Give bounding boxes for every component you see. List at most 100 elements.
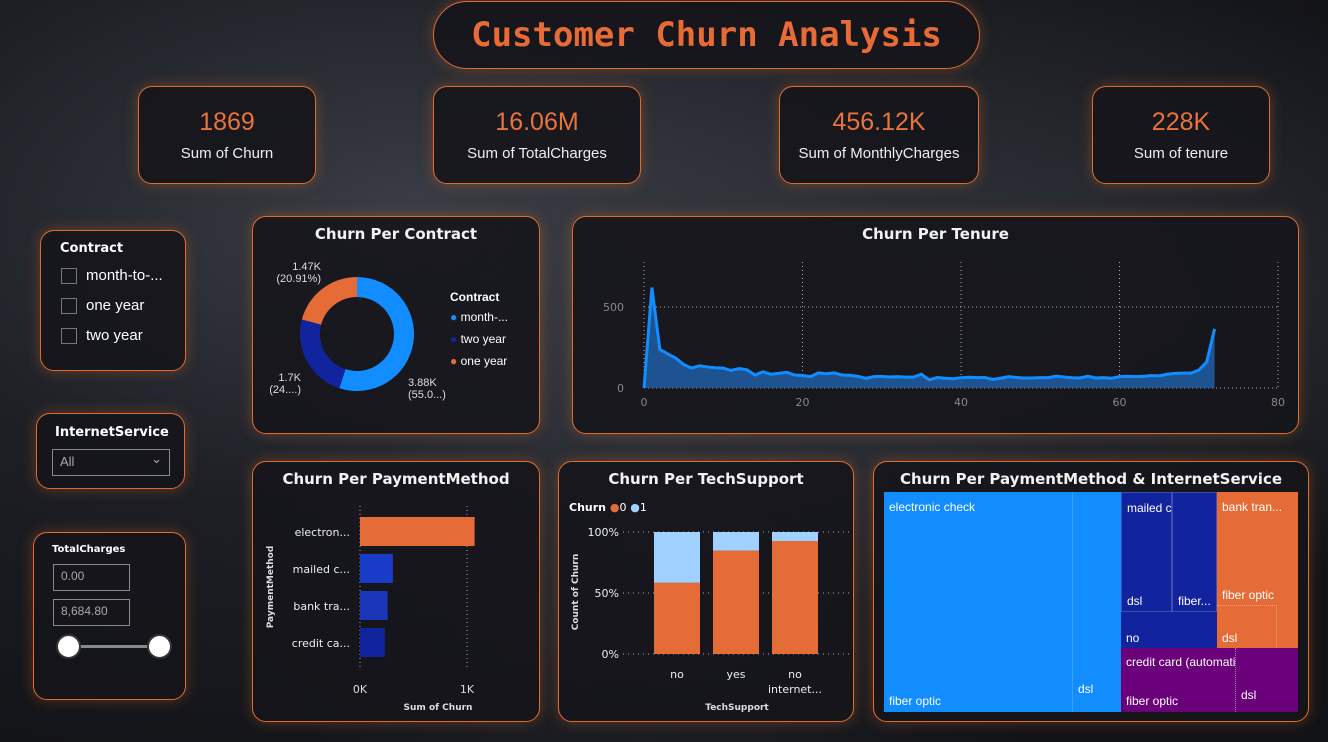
internetservice-dropdown[interactable]: All ⌄: [52, 449, 170, 476]
y-axis-title: PaymentMethod: [266, 546, 276, 629]
range-track: [69, 645, 159, 648]
label-two-year: 1.7K (24....): [269, 372, 301, 396]
treemap-cell[interactable]: credit card (automatic) fiber optic: [1121, 648, 1245, 712]
treemap-cell[interactable]: mailed check dsl: [1121, 492, 1197, 612]
slicer-title: InternetService: [55, 425, 169, 440]
treemap-cell[interactable]: [1277, 605, 1298, 648]
min-handle[interactable]: [56, 634, 81, 659]
legend: Churn ●0 ●1: [569, 501, 647, 514]
slicer-title: TotalCharges: [52, 544, 126, 555]
kpi-label: Sum of tenure: [1133, 145, 1229, 162]
donut-slice-one-year: [301, 277, 357, 325]
y-tick-label: mailed c...: [293, 563, 350, 576]
kpi-value: 16.06M: [495, 108, 579, 136]
donut-chart: [300, 277, 414, 391]
area-fill: [644, 287, 1215, 388]
x-tick-label: 80: [1271, 396, 1285, 409]
y-tick-label: 50%: [595, 587, 619, 600]
x-tick-label: yes: [726, 668, 745, 681]
chart-title: Churn Per Contract: [314, 225, 478, 243]
y-tick-label: bank tra...: [293, 600, 350, 613]
kpi-sum-totalcharges: 16.06M Sum of TotalCharges: [433, 86, 641, 184]
option-label: one year: [86, 297, 145, 314]
y-tick-label: 0%: [602, 648, 619, 661]
totalcharges-slicer: TotalCharges 0.00 8,684.80: [33, 532, 186, 700]
max-input[interactable]: 8,684.80: [53, 599, 130, 626]
x-tick-label: 0K: [353, 683, 368, 696]
y-tick-label: 100%: [588, 526, 619, 539]
y-tick-label: 0: [617, 382, 624, 395]
chart-title: Churn Per Tenure: [862, 225, 1009, 243]
bar-segment-0: [772, 541, 818, 654]
treemap-cell[interactable]: fiber...: [1172, 492, 1217, 612]
page-title: Customer Churn Analysis: [433, 1, 980, 69]
legend-item[interactable]: ● one year: [450, 354, 508, 368]
churn-per-paymentmethod-card: Churn Per PaymentMethod 0K 1K electron... m…: [252, 461, 540, 722]
x-tick-label: no: [788, 668, 802, 681]
kpi-sum-tenure: 228K Sum of tenure: [1092, 86, 1270, 184]
y-axis-title: Count of Churn: [571, 554, 581, 631]
chart-title: Churn Per TechSupport: [608, 470, 804, 488]
option-label: month-to-...: [86, 267, 163, 284]
min-input[interactable]: 0.00: [53, 564, 130, 591]
churn-per-contract-card: Churn Per Contract 1.47K (20.91%) 1.7K (24…: [252, 216, 540, 434]
y-tick-label: electron...: [295, 526, 350, 539]
bar-chart: 0K 1K electron... mailed c... bank tra... cre…: [266, 506, 475, 713]
bar-2: [360, 591, 388, 620]
kpi-value: 1869: [199, 108, 255, 136]
treemap-cell[interactable]: dsl: [1235, 648, 1298, 712]
x-axis-title: Sum of Churn: [404, 703, 473, 713]
kpi-sum-monthlycharges: 456.12K Sum of MonthlyCharges: [779, 86, 979, 184]
kpi-sum-churn: 1869 Sum of Churn: [138, 86, 316, 184]
contract-option-two-year[interactable]: two year: [61, 327, 143, 344]
x-tick-label: 1K: [460, 683, 475, 696]
dropdown-value: All: [60, 454, 75, 469]
treemap-cell[interactable]: electronic check fiber optic: [884, 492, 1072, 712]
checkbox[interactable]: [61, 327, 77, 344]
contract-slicer: Contract month-to-... one year two year: [40, 230, 186, 371]
slicer-title: Contract: [60, 241, 124, 256]
y-tick-label: 500: [603, 301, 624, 314]
treemap-cell[interactable]: dsl: [1072, 492, 1121, 712]
bar-segment-0: [654, 582, 700, 654]
checkbox[interactable]: [61, 297, 77, 314]
x-tick-label: 0: [641, 396, 648, 409]
contract-option-month-to-month[interactable]: month-to-...: [61, 267, 163, 284]
label-one-year: 1.47K (20.91%): [276, 261, 321, 285]
series-line: [642, 287, 1217, 389]
bar-segment-1: [654, 532, 700, 583]
kpi-label: Sum of Churn: [180, 145, 274, 162]
donut-slice-month-to-month: [339, 277, 414, 391]
bar-segment-1: [713, 532, 759, 551]
bar-segment-0: [713, 550, 759, 654]
contract-option-one-year[interactable]: one year: [61, 297, 144, 314]
stacked-bar-chart: 0% 50% 100% no yes no internet... TechSupport Co…: [571, 526, 849, 713]
legend-item[interactable]: ● two year: [450, 332, 506, 346]
chart-title: Churn Per PaymentMethod & InternetServic…: [899, 470, 1283, 488]
area-chart: 0 20 40 60 80 0 500: [603, 262, 1285, 409]
legend-item[interactable]: ● month-...: [450, 310, 508, 324]
treemap-cell[interactable]: bank tran... fiber optic: [1217, 492, 1298, 605]
kpi-label: Sum of TotalCharges: [467, 145, 607, 162]
kpi-value: 456.12K: [832, 108, 926, 136]
treemap-cell[interactable]: dsl: [1217, 605, 1277, 648]
x-tick-label: 60: [1113, 396, 1127, 409]
internetservice-slicer: InternetService All ⌄: [36, 413, 185, 489]
max-handle[interactable]: [147, 634, 172, 659]
label-month-to-month: 3.88K (55.0...): [408, 377, 446, 401]
bar-3: [360, 628, 385, 657]
churn-per-tenure-card: Churn Per Tenure 0 20 40 60 80 0 500: [572, 216, 1299, 434]
checkbox[interactable]: [61, 267, 77, 284]
option-label: two year: [86, 327, 143, 344]
chevron-down-icon: ⌄: [151, 451, 162, 466]
treemap-cell[interactable]: no: [1121, 612, 1217, 648]
donut-slice-two-year: [300, 319, 346, 389]
kpi-value: 228K: [1151, 108, 1211, 136]
bar-1: [360, 554, 393, 583]
legend-title: Contract: [450, 290, 500, 304]
x-tick-label: 20: [796, 396, 810, 409]
legend: Contract ● month-... ● two year ● one ye…: [450, 290, 508, 368]
kpi-label: Sum of MonthlyCharges: [798, 145, 960, 162]
bar-segment-1: [772, 532, 818, 542]
x-axis-title: TechSupport: [705, 703, 769, 713]
